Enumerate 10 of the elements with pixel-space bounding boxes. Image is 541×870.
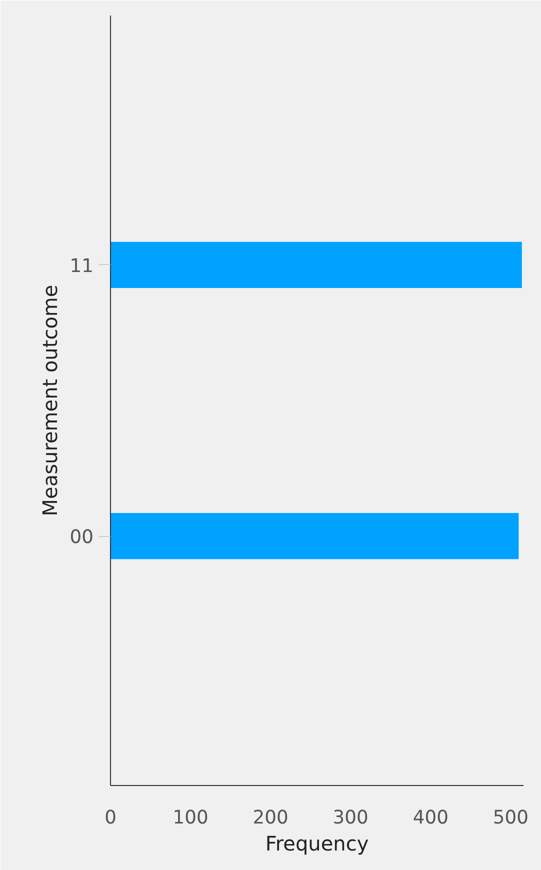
x-tick-label: 200 (252, 808, 288, 828)
x-tick-label: 100 (172, 808, 208, 828)
x-tick-label: 500 (492, 808, 528, 828)
x-tick-label: 300 (332, 808, 368, 828)
y-axis-title: Measurement outcome (38, 284, 62, 516)
y-tick-label: 11 (70, 256, 94, 277)
x-tick-label: 400 (412, 808, 448, 828)
x-tick-label: 0 (104, 808, 116, 828)
y-tick-label: 00 (70, 527, 94, 548)
x-axis-title: Frequency (265, 832, 369, 856)
